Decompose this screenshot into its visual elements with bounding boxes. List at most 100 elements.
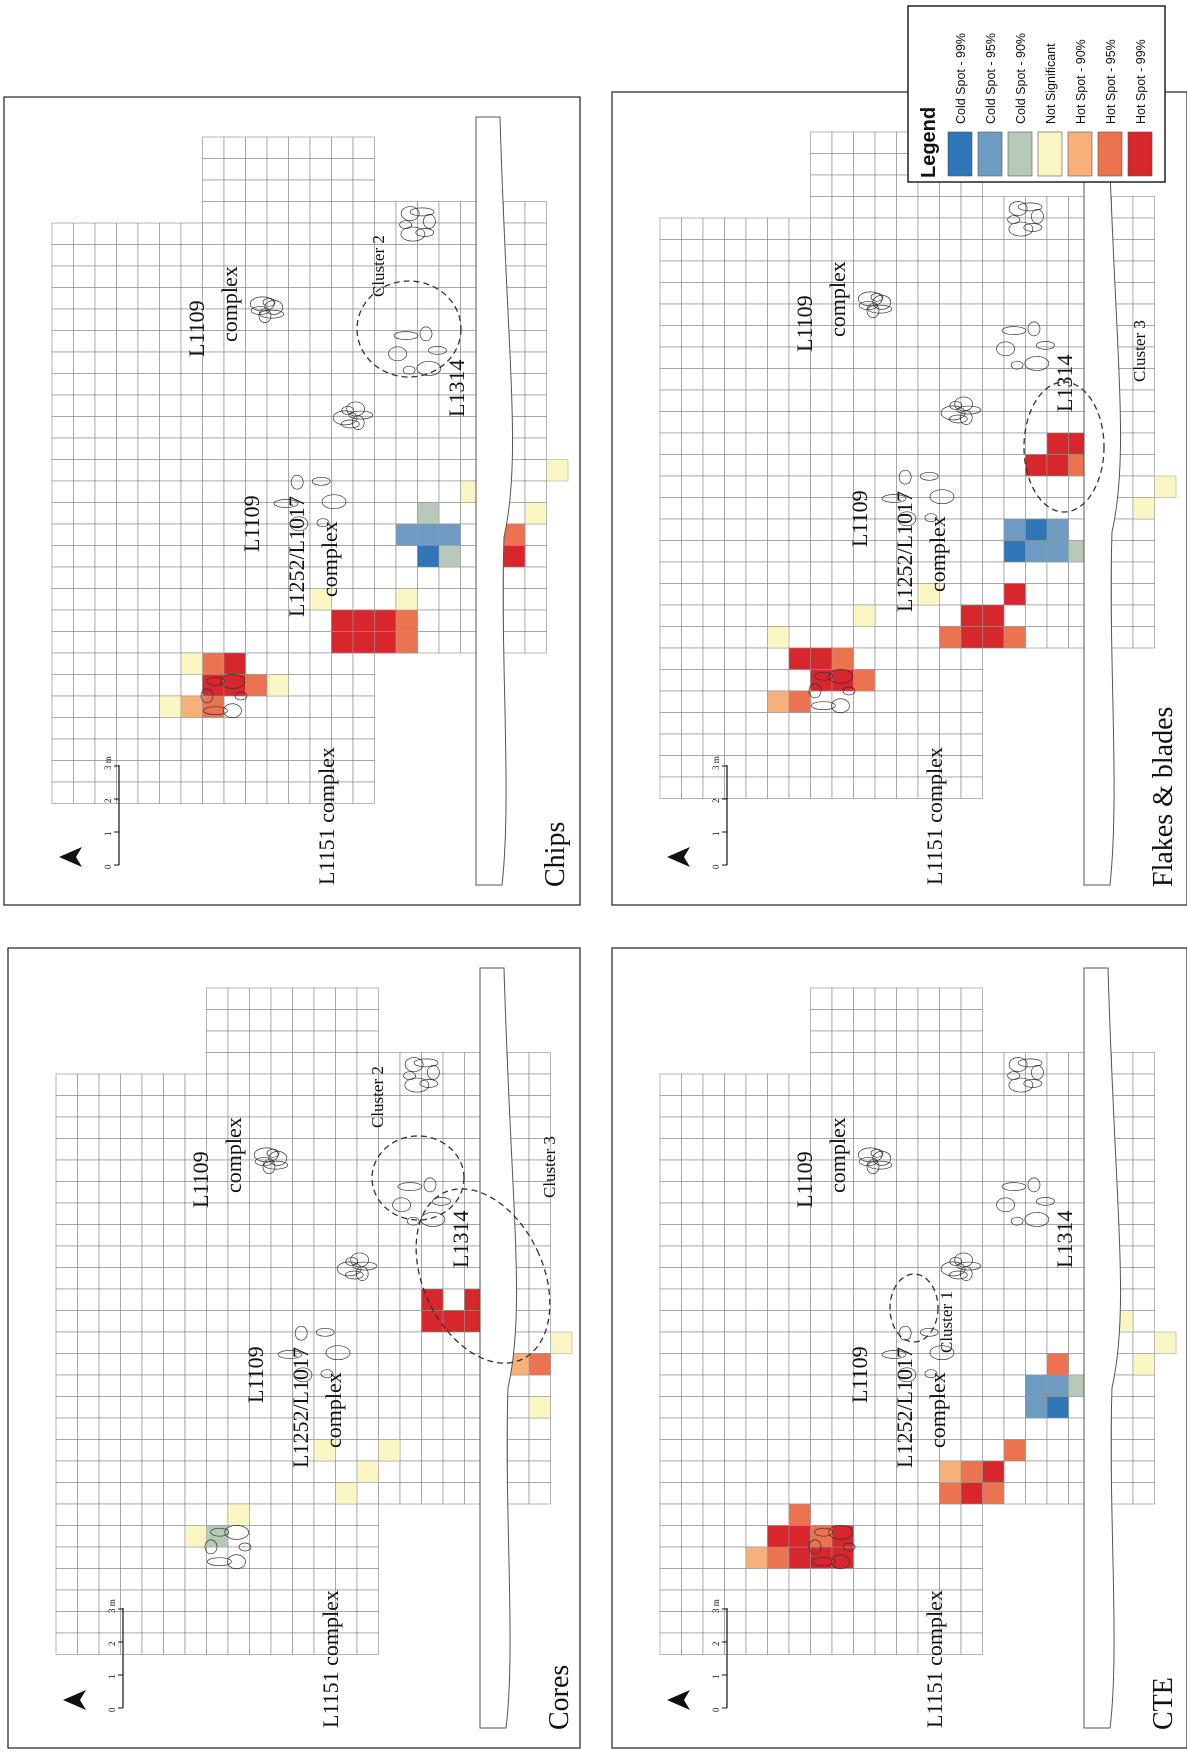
grid-cell [745,1482,768,1505]
stone-outline [250,306,270,315]
grid-cell [73,609,96,632]
grid-cell [374,308,397,331]
grid-cell [702,239,725,262]
grid-cell [853,1224,876,1247]
grid-cell [1046,626,1069,649]
grid-cell [724,475,747,498]
grid-cell [313,987,336,1010]
grid-cell [681,1159,704,1182]
grid-cell [227,1073,250,1096]
grid-cell [659,389,682,412]
stone-outline [404,1077,430,1093]
grid-cell [702,217,725,240]
grid-cell [51,760,74,783]
hotspot-cell [1025,518,1048,541]
stone-outline [262,1159,276,1175]
grid-cell [810,733,833,756]
grid-cell [745,712,768,735]
grid-cell [853,1009,876,1032]
grid-cell [939,1353,962,1376]
grid-cell [874,776,897,799]
grid-cell [331,158,354,181]
grid-cell [77,1245,100,1268]
grid-cell [141,1589,164,1612]
grid-cell [352,566,375,589]
grid-cell [438,437,461,460]
grid-cell [335,1030,358,1053]
grid-cell [352,136,375,159]
grid-cell [939,1009,962,1032]
stone-outline [397,1182,423,1191]
grid-cell [120,1417,143,1440]
panel-title: Chips [540,822,571,887]
grid-cell [1046,1138,1069,1161]
grid-cell [120,1374,143,1397]
grid-cell [206,1482,229,1505]
grid-cell [896,733,919,756]
grid-cell [399,1439,422,1462]
grid-cell [681,1202,704,1225]
grid-cell [292,1482,315,1505]
grid-cell [810,239,833,262]
hotspot-cell [767,1546,790,1569]
grid-cell [1003,1331,1026,1354]
grid-cell [831,1267,854,1290]
grid-cell [223,373,246,396]
grid-cell [524,609,547,632]
grid-cell [681,1331,704,1354]
grid-cell [745,239,768,262]
grid-cell [767,454,790,477]
hotspot-cell [939,1460,962,1483]
stone-outline [940,405,966,421]
legend-swatch [1007,131,1033,177]
scale-tick-label: 0 [103,864,113,869]
grid-cell [767,1568,790,1591]
grid-cell [702,1288,725,1311]
grid-cell [1046,561,1069,584]
label-l1109-complex: complex [825,1117,850,1193]
grid-cell [528,1374,551,1397]
hotspot-cell [745,1546,768,1569]
grid-cell [767,1331,790,1354]
grid-cell [73,566,96,589]
grid-cell [374,502,397,525]
stone-outline [1008,1057,1028,1072]
grid-cell [681,1396,704,1419]
hotspot-cell [352,631,375,654]
grid-cell [702,1267,725,1290]
grid-cell [288,631,311,654]
grid-cell [141,1224,164,1247]
grid-cell [982,518,1005,541]
grid-cell [788,1353,811,1376]
grid-cell [442,1138,465,1161]
grid-cell [98,1116,121,1139]
hotspot-cell [395,588,418,611]
grid-cell [960,1331,983,1354]
grid-cell [788,604,811,627]
grid-cell [202,179,225,202]
grid-cell [245,265,268,288]
grid-cell [94,459,117,482]
grid-cell [374,351,397,374]
hotspot-cell [335,1482,358,1505]
grid-cell [335,1353,358,1376]
grid-cell [982,540,1005,563]
grid-cell [141,1568,164,1591]
grid-cell [960,260,983,283]
grid-cell [659,1202,682,1225]
grid-cell [503,244,526,267]
grid-cell [874,1288,897,1311]
grid-cell [788,1439,811,1462]
grid-cell [960,325,983,348]
grid-cell [724,1525,747,1548]
grid-cell [724,776,747,799]
grid-cell [745,1310,768,1333]
grid-cell [1025,604,1048,627]
grid-cell [249,1288,272,1311]
grid-cell [94,437,117,460]
grid-cell [917,217,940,240]
grid-cell [810,196,833,219]
grid-cell [51,781,74,804]
grid-cell [659,604,682,627]
grid-cell [51,459,74,482]
